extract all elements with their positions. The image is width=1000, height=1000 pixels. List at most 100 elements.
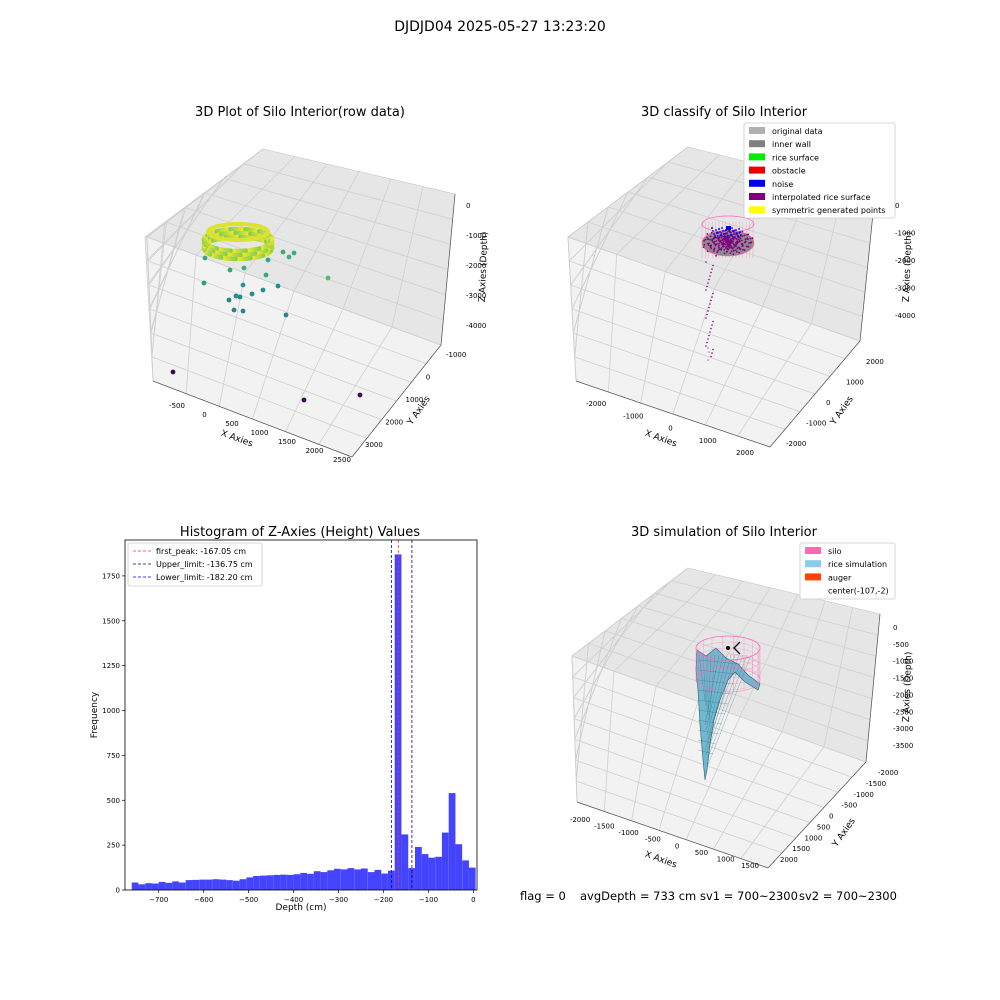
interpolated-point bbox=[705, 289, 707, 291]
tick-label: -2000 bbox=[466, 262, 486, 270]
histogram-bar bbox=[286, 874, 294, 890]
noise-point bbox=[712, 230, 714, 232]
legend-swatch bbox=[749, 206, 765, 214]
interpolated-point bbox=[736, 242, 738, 244]
point bbox=[265, 257, 271, 263]
interpolated-point bbox=[714, 244, 717, 247]
noise-point bbox=[736, 232, 738, 234]
panel-title: Histogram of Z-Axies (Height) Values bbox=[180, 525, 420, 540]
histogram-bar bbox=[441, 832, 449, 890]
histogram-bar bbox=[361, 868, 368, 890]
histogram-bar bbox=[259, 875, 267, 890]
interpolated-point bbox=[741, 235, 744, 238]
tick-label: 0 bbox=[893, 624, 897, 632]
histogram-bar bbox=[226, 880, 233, 890]
interpolated-point bbox=[721, 238, 724, 241]
point bbox=[301, 397, 307, 403]
interpolated-point bbox=[709, 331, 711, 333]
interpolated-point bbox=[710, 247, 713, 250]
tick-label: -1000 bbox=[854, 791, 874, 799]
histogram-bar bbox=[374, 869, 382, 890]
tick-label: 1500 bbox=[278, 438, 296, 446]
point bbox=[357, 392, 363, 398]
tick-label: -3000 bbox=[466, 292, 486, 300]
interpolated-point bbox=[712, 320, 714, 323]
tick-label: -2000 bbox=[570, 816, 590, 824]
panel-title: 3D simulation of Silo Interior bbox=[631, 525, 818, 540]
interpolated-point bbox=[713, 248, 715, 251]
tick-label: -2000 bbox=[893, 691, 913, 699]
histogram-bars bbox=[131, 554, 476, 890]
tick-label: −500 bbox=[239, 896, 258, 904]
flag-text: flag = 0 bbox=[520, 889, 566, 903]
classified-points bbox=[701, 215, 755, 361]
tick-label: 2000 bbox=[306, 447, 324, 455]
tick-label: 250 bbox=[107, 842, 120, 850]
legend-label: original data bbox=[772, 127, 823, 136]
legend-swatch bbox=[749, 179, 765, 187]
histogram-bar bbox=[347, 868, 355, 890]
legend-label: symmetric generated points bbox=[772, 206, 885, 215]
interpolated-point bbox=[746, 233, 748, 236]
legend-label: interpolated rice surface bbox=[772, 193, 870, 202]
interpolated-point bbox=[729, 239, 731, 242]
histogram-bar bbox=[334, 868, 341, 890]
histogram-bar bbox=[158, 881, 166, 890]
point bbox=[231, 307, 237, 313]
tick-label: 500 bbox=[225, 420, 238, 428]
tick-label: 0 bbox=[466, 202, 470, 210]
histogram-bar bbox=[253, 876, 260, 890]
tick-label: -500 bbox=[645, 836, 661, 844]
histogram-bar bbox=[307, 873, 314, 890]
interpolated-point bbox=[741, 230, 744, 233]
x-tick-labels: -2000 -1500 -1000 -500 0 500 1000 1500 bbox=[570, 816, 759, 870]
interpolated-point bbox=[727, 241, 729, 243]
interpolated-point bbox=[724, 247, 727, 249]
legend-box bbox=[799, 542, 896, 600]
interpolated-point bbox=[735, 250, 738, 253]
surface-mesh-line bbox=[704, 654, 740, 751]
noise-point bbox=[734, 236, 736, 238]
tick-label: 1000 bbox=[717, 855, 735, 863]
tick-label: -3000 bbox=[895, 285, 915, 293]
surface-mesh-line bbox=[708, 654, 736, 746]
histogram-bar bbox=[280, 874, 287, 890]
interpolated-point bbox=[749, 237, 752, 240]
z-tick-labels: 0 -1000 -2000 -3000 -4000 bbox=[895, 202, 915, 320]
y-axis-line bbox=[351, 344, 442, 458]
point bbox=[237, 294, 243, 300]
sv1-text: sv1 = 700~2300 bbox=[700, 889, 798, 903]
point bbox=[170, 369, 176, 375]
x-axis-label: X Axies bbox=[219, 429, 254, 450]
grid-line bbox=[574, 739, 811, 823]
tick-label: -2000 bbox=[786, 440, 806, 448]
surface-mesh-line bbox=[697, 709, 726, 715]
interpolated-point bbox=[708, 351, 710, 353]
tick-label: −200 bbox=[374, 896, 393, 904]
tick-label: -2500 bbox=[893, 708, 913, 716]
interpolated-point bbox=[710, 355, 712, 358]
tick-label: 2000 bbox=[866, 358, 884, 366]
point bbox=[233, 293, 239, 299]
interpolated-point bbox=[711, 239, 714, 242]
noise-point bbox=[722, 230, 724, 232]
histogram-bar bbox=[293, 874, 301, 890]
tick-label: -3500 bbox=[893, 742, 913, 750]
sv2-text: sv2 = 700~2300 bbox=[799, 889, 897, 903]
interpolated-point bbox=[740, 239, 743, 242]
histogram-bar bbox=[219, 879, 227, 890]
grid-line bbox=[574, 718, 825, 808]
tick-label: 1000 bbox=[251, 429, 269, 437]
tick-label: -500 bbox=[841, 802, 857, 810]
interpolated-point bbox=[735, 237, 738, 240]
interpolated-point bbox=[723, 240, 725, 243]
grid-line bbox=[576, 780, 783, 854]
interpolated-point bbox=[716, 251, 719, 254]
auger bbox=[733, 641, 741, 655]
interpolated-point bbox=[723, 252, 726, 255]
histogram-bar bbox=[462, 860, 469, 890]
scatter-points bbox=[170, 221, 363, 403]
legend-swatch bbox=[805, 573, 821, 581]
noise-point bbox=[718, 228, 720, 230]
z-axis-label: Z Axies (Depth) bbox=[902, 652, 914, 723]
